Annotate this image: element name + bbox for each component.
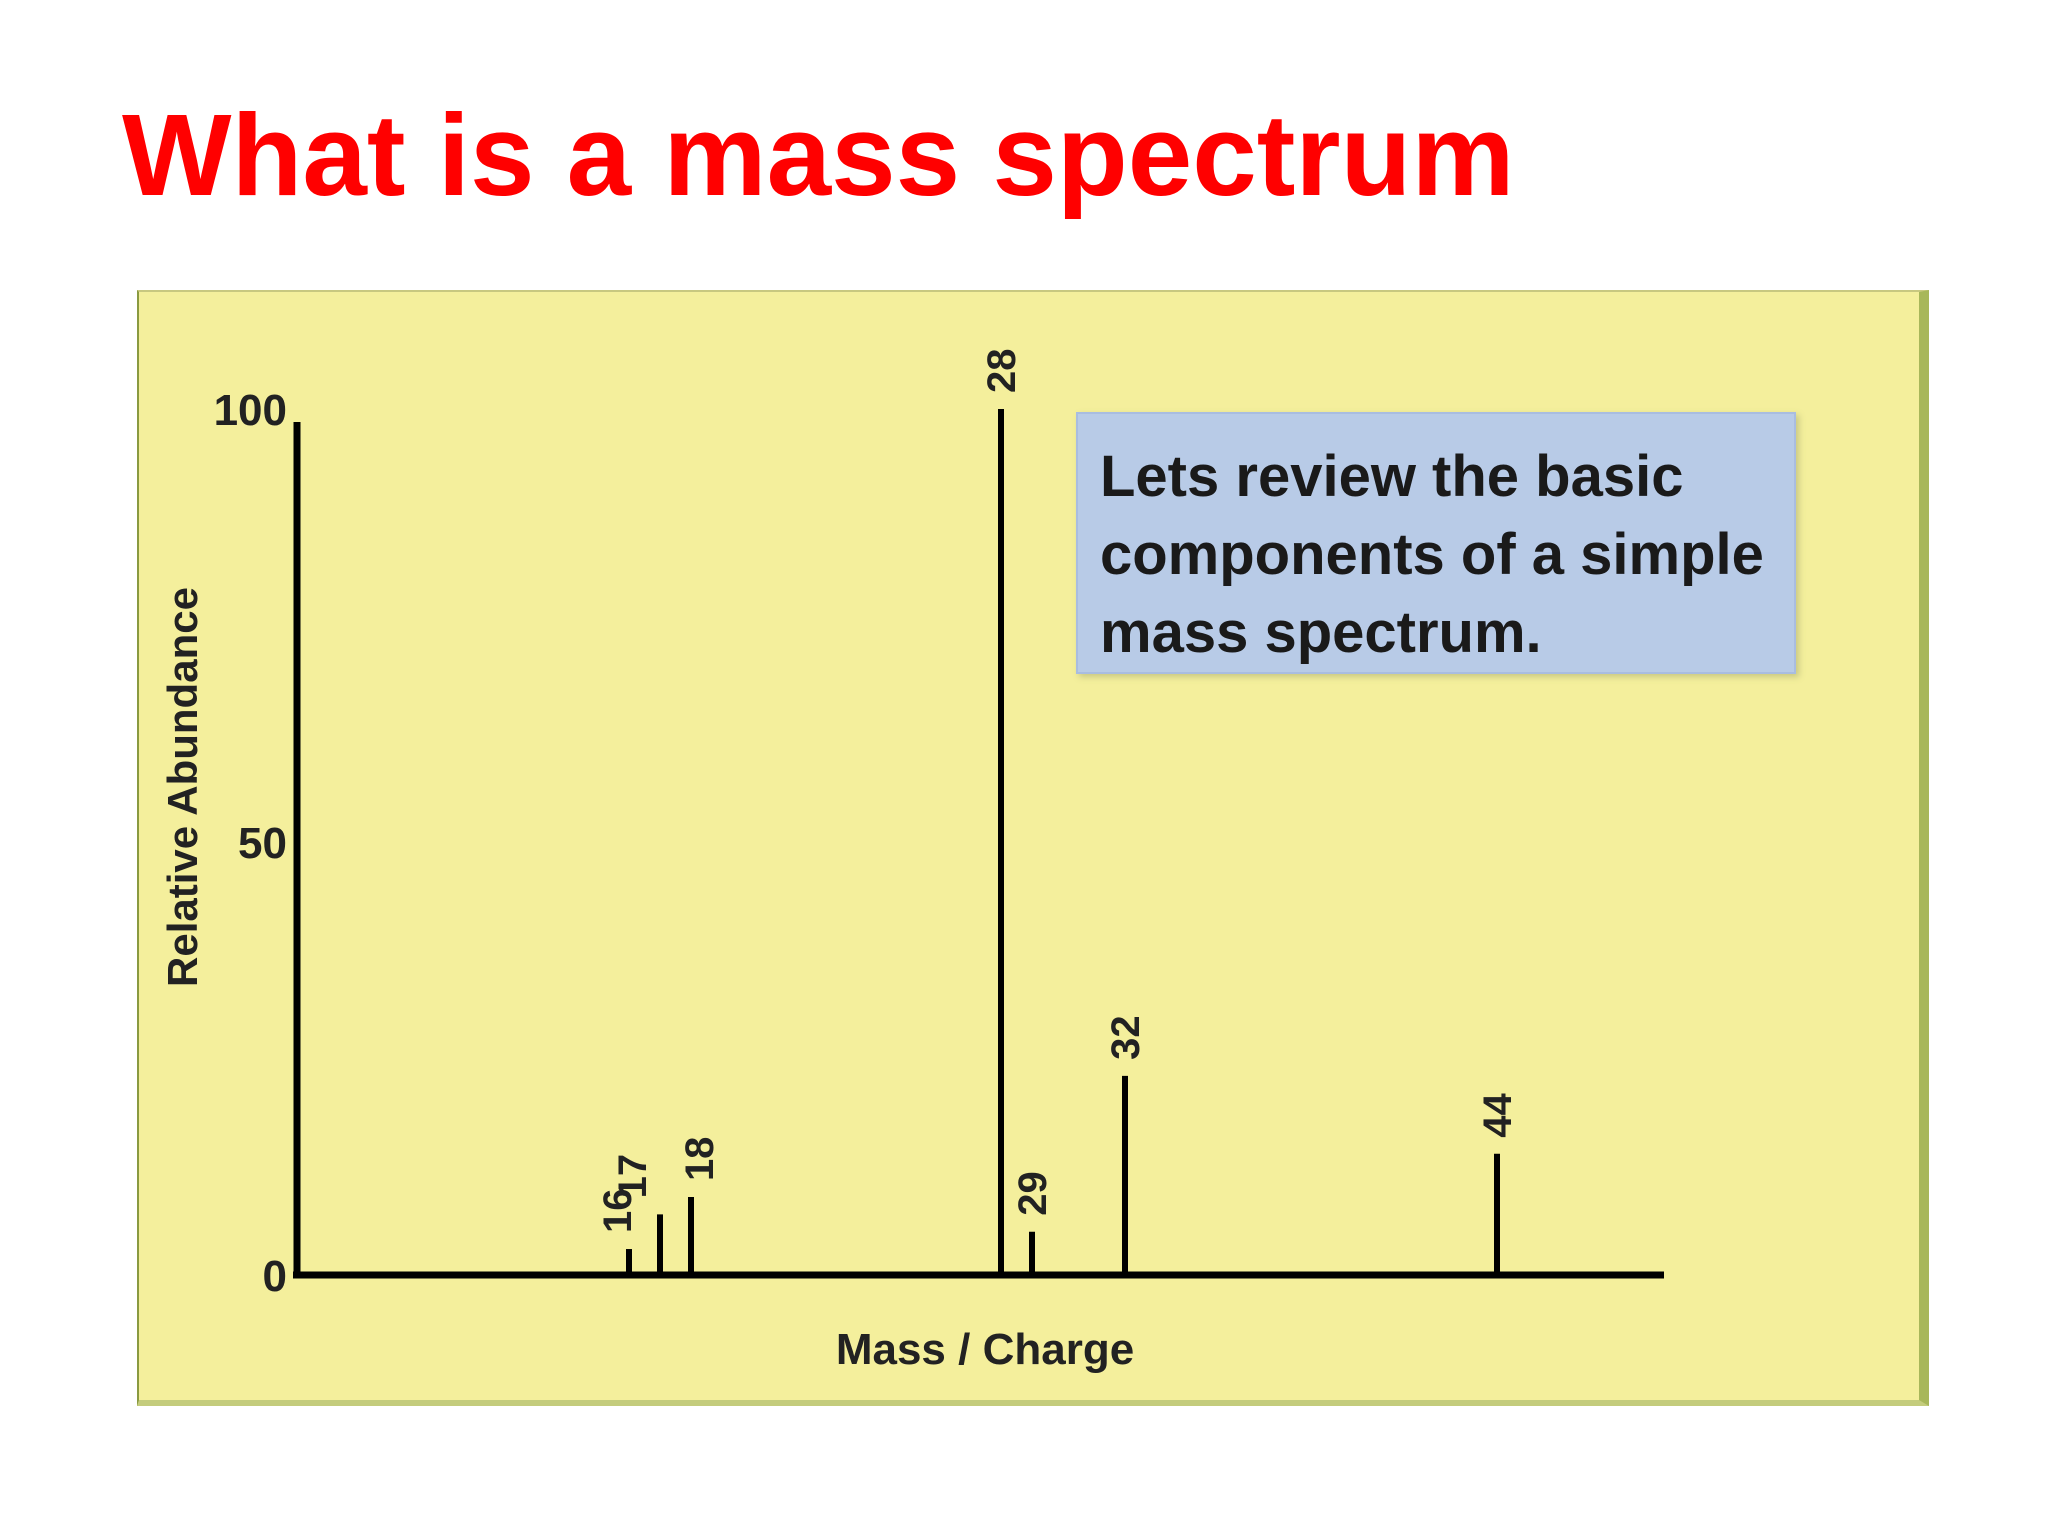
y-tick-labels: 0 50 100: [214, 386, 287, 1301]
y-axis-label: Relative Abundance: [159, 587, 206, 987]
peak-label: 17: [611, 1154, 655, 1199]
callout-box: Lets review the basic components of a si…: [1076, 412, 1796, 674]
y-tick-label: 100: [214, 386, 287, 435]
callout-text: Lets review the basic components of a si…: [1100, 444, 1764, 665]
y-tick-label: 50: [238, 819, 287, 868]
peak-label: 32: [1104, 1015, 1148, 1060]
peak-label: 28: [980, 349, 1024, 394]
slide-title: What is a mass spectrum: [122, 90, 1515, 220]
mass-spectrum-chart-panel: Relative Abundance Mass / Charge 0 50 100 …: [137, 290, 1929, 1406]
peak-label: 44: [1476, 1093, 1520, 1138]
x-axis-label: Mass / Charge: [836, 1325, 1134, 1374]
peak-label: 18: [678, 1137, 722, 1182]
y-tick-label: 0: [263, 1252, 287, 1301]
mass-spectrum-chart: Relative Abundance Mass / Charge 050100 …: [159, 349, 1664, 1374]
peak-label: 29: [1011, 1171, 1055, 1216]
peak-label: 16: [596, 1189, 640, 1234]
